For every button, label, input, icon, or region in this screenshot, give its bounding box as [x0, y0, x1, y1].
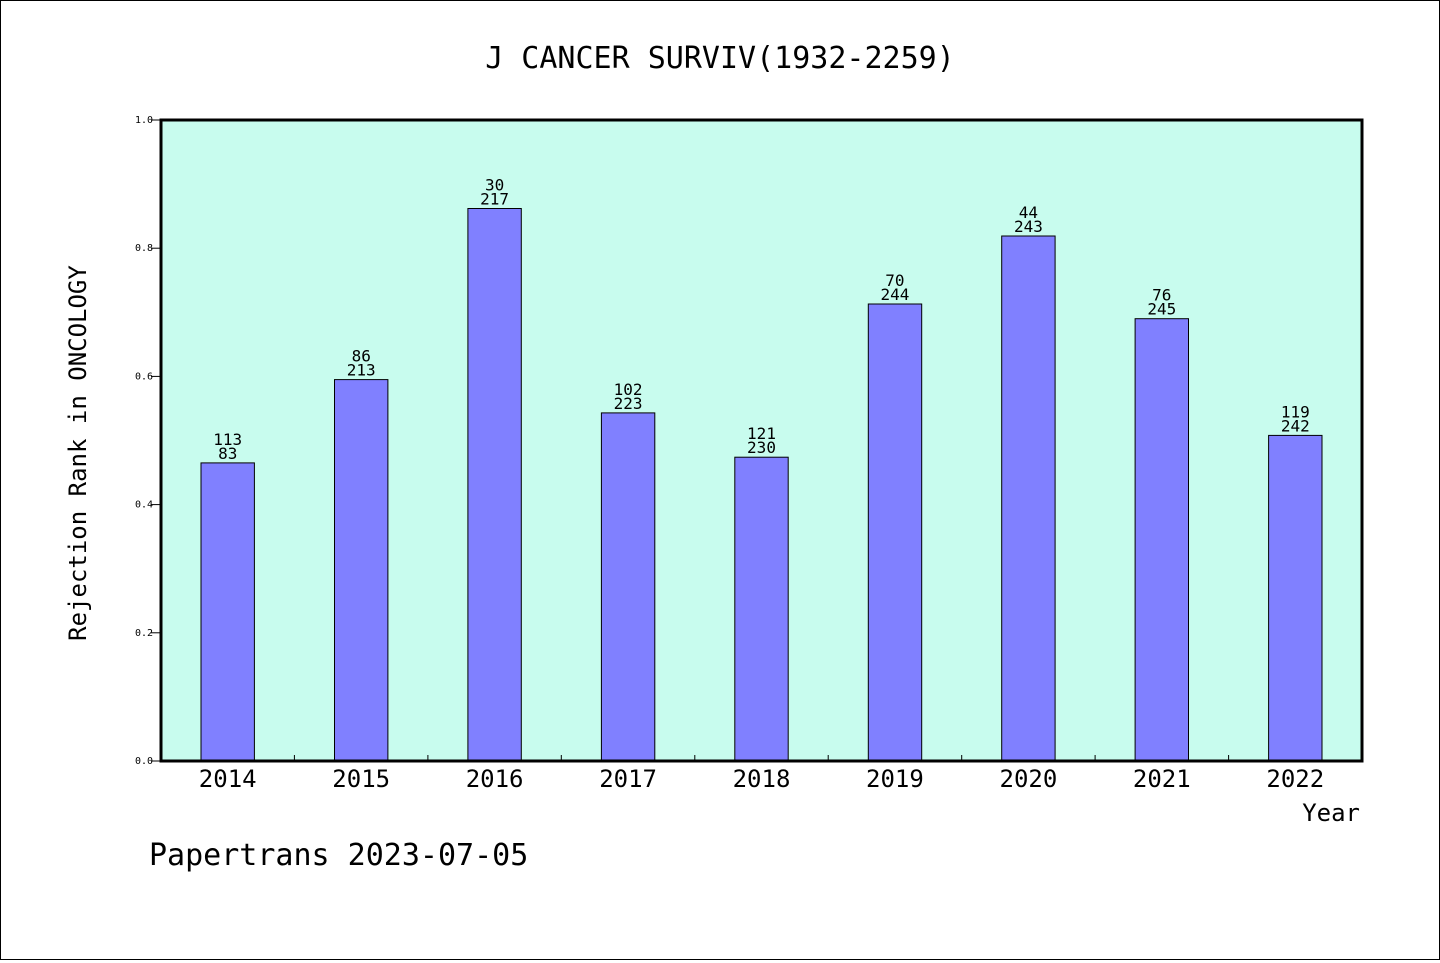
bar-label-top-2015: 86 — [352, 347, 371, 366]
chart-title: J CANCER SURVIV(1932-2259) — [485, 41, 955, 76]
bar-2021 — [1134, 318, 1189, 762]
y-tick-label: 0.0 — [135, 756, 153, 767]
bar-2018 — [734, 456, 789, 762]
y-tick-label: 0.8 — [135, 243, 153, 254]
x-tick-label-2021: 2021 — [1133, 765, 1191, 793]
x-tick-label-2018: 2018 — [733, 765, 791, 793]
bar-label-bottom-2016: 217 — [480, 190, 509, 209]
bar-2019 — [867, 303, 923, 762]
bar-label-top-2016: 30 — [485, 176, 504, 195]
bar-label-bottom-2018: 230 — [747, 438, 776, 457]
bar-label-top-2014: 113 — [213, 430, 242, 449]
bar-2022 — [1268, 434, 1323, 762]
bar-label-top-2017: 102 — [614, 380, 643, 399]
y-axis-label: Rejection Rank in ONCOLOGY — [64, 265, 92, 641]
bar-label-bottom-2017: 223 — [614, 394, 643, 413]
bar-label-top-2020: 44 — [1019, 203, 1038, 222]
bar-label-bottom-2021: 245 — [1147, 300, 1176, 319]
bar-label-bottom-2014: 83 — [218, 444, 237, 463]
bar-label-bottom-2022: 242 — [1281, 416, 1310, 435]
x-tick-label-2014: 2014 — [199, 765, 257, 793]
bar-label-bottom-2019: 244 — [880, 285, 909, 304]
bar-2017 — [600, 412, 656, 762]
y-tick-label: 1.0 — [135, 115, 153, 126]
bar-2014 — [200, 462, 255, 762]
plot-border — [159, 118, 1364, 763]
x-axis-ticks: 2014 2015 2016 2017 2018 2019 2020 2021 2022 — [199, 755, 1324, 793]
x-tick-label-2017: 2017 — [599, 765, 657, 793]
bar-label-top-2018: 121 — [747, 424, 776, 443]
bar-2015 — [334, 379, 389, 762]
footer-credit: Papertrans 2023-07-05 — [149, 838, 528, 873]
y-axis-ticks: 0.0 0.2 0.4 0.6 0.8 1.0 — [135, 115, 161, 767]
y-tick-label: 0.6 — [135, 371, 153, 382]
bar-2020 — [1001, 235, 1056, 762]
y-tick-label: 0.2 — [135, 628, 153, 639]
x-axis-label: Year — [1302, 799, 1360, 827]
x-tick-label-2019: 2019 — [866, 765, 924, 793]
x-tick-label-2020: 2020 — [1000, 765, 1058, 793]
bar-2016 — [467, 208, 522, 762]
bar-value-labels: 1138386213302171022231212307024444243762… — [213, 176, 1310, 463]
bar-label-top-2021: 76 — [1152, 286, 1171, 305]
bar-label-top-2019: 70 — [885, 271, 904, 290]
bar-label-bottom-2015: 213 — [347, 361, 376, 380]
bar-series — [200, 208, 1323, 762]
y-tick-label: 0.4 — [135, 500, 153, 511]
x-tick-label-2015: 2015 — [332, 765, 390, 793]
x-tick-label-2016: 2016 — [466, 765, 524, 793]
bar-label-bottom-2020: 243 — [1014, 217, 1043, 236]
bar-label-top-2022: 119 — [1281, 402, 1310, 421]
x-tick-label-2022: 2022 — [1266, 765, 1324, 793]
